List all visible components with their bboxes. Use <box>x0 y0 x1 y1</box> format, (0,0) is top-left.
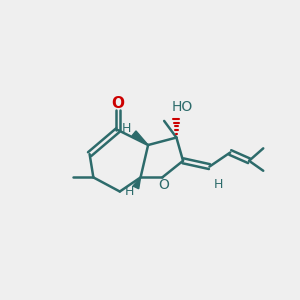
Text: H: H <box>121 122 131 135</box>
Text: O: O <box>158 178 169 192</box>
Text: O: O <box>111 96 124 111</box>
Text: H: H <box>214 178 224 191</box>
Polygon shape <box>133 177 141 189</box>
Polygon shape <box>132 131 148 145</box>
Text: H: H <box>124 185 134 198</box>
Text: HO: HO <box>172 100 193 114</box>
